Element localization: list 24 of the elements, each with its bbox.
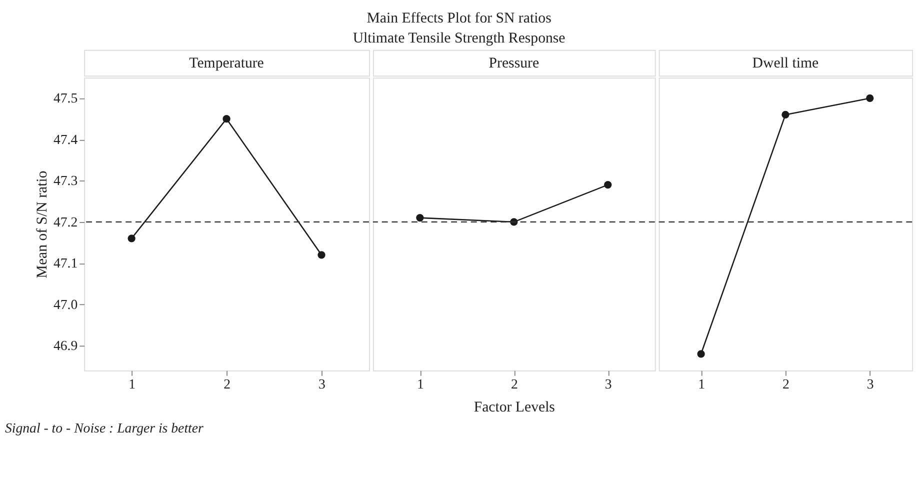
x-tick-label: 1 [416, 376, 424, 392]
text: Signal - to - Noise : Larger is better [4, 420, 204, 436]
y-axis-title: Mean of S/N ratio [34, 170, 50, 278]
x-tick-label: 2 [782, 376, 790, 392]
text: Main Effects Plot for SN ratios [366, 10, 552, 27]
x-tick-label: 2 [510, 376, 518, 392]
x-tick-label: 3 [318, 376, 326, 392]
x-tick-label: 3 [866, 376, 874, 392]
y-tick-label: 47.4 [53, 132, 78, 147]
x-axis-title: Factor Levels [474, 399, 556, 416]
x-tick-label: 1 [698, 376, 706, 392]
y-tick-label: 47.3 [53, 173, 78, 188]
x-tick-label: 3 [604, 376, 612, 392]
y-tick-label: 47.0 [53, 296, 78, 312]
y-tick-label: 46.9 [53, 338, 78, 354]
y-tick-label: 47.5 [53, 90, 78, 106]
x-tick-label: 2 [224, 376, 231, 392]
y-tick-label: 47.2 [53, 214, 78, 230]
chart-title: Temperature [189, 56, 264, 72]
chart-title: Dwell time [752, 56, 820, 72]
text: Ultimate Tensile Strength Response [352, 30, 566, 46]
y-tick-label: 47.1 [53, 256, 78, 271]
chart-title: Pressure [488, 56, 540, 72]
x-tick-label: 1 [128, 376, 136, 392]
